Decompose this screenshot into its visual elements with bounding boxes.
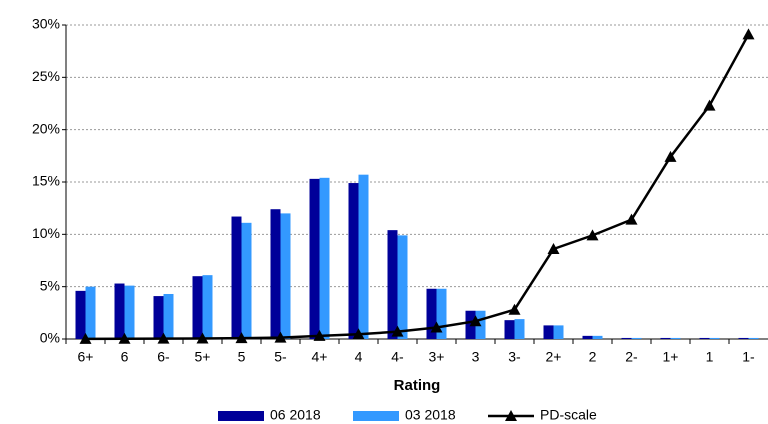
x-tick-label: 3- <box>508 349 521 365</box>
bar <box>124 285 135 339</box>
bar <box>543 325 554 339</box>
x-tick-label: 5+ <box>195 349 211 365</box>
bar <box>621 337 632 339</box>
marker <box>313 329 326 341</box>
bar <box>192 276 203 339</box>
x-tick-label: 4- <box>391 349 404 365</box>
legend-label: PD-scale <box>540 407 597 423</box>
legend-label: 06 2018 <box>270 407 321 423</box>
bar <box>202 275 213 339</box>
x-tick-label: 2- <box>625 349 638 365</box>
marker <box>274 331 287 343</box>
x-tick-label: 4 <box>355 349 363 365</box>
bar <box>153 296 164 339</box>
x-axis-label: Rating <box>394 377 441 394</box>
bar <box>709 337 720 339</box>
bar <box>280 213 291 339</box>
x-tick-label: 1+ <box>663 349 679 365</box>
x-tick-label: 5 <box>238 349 246 365</box>
bar <box>270 209 281 339</box>
legend-swatch <box>353 411 399 421</box>
marker <box>352 328 365 340</box>
bar <box>387 230 398 339</box>
y-tick-label: 20% <box>32 120 60 136</box>
bar <box>163 293 174 339</box>
marker <box>664 150 677 162</box>
y-tick-label: 25% <box>32 68 60 84</box>
bar <box>397 235 408 339</box>
y-tick-label: 15% <box>32 173 60 189</box>
bar <box>114 283 125 339</box>
bar <box>699 337 710 339</box>
marker <box>196 332 209 344</box>
marker <box>391 325 404 337</box>
bar <box>748 337 759 339</box>
bar <box>670 337 681 339</box>
legend-label: 03 2018 <box>405 407 456 423</box>
marker <box>235 332 248 344</box>
bar <box>738 337 749 339</box>
marker <box>742 28 755 40</box>
x-tick-label: 2 <box>589 349 597 365</box>
y-tick-label: 30% <box>32 16 60 32</box>
marker <box>430 321 443 333</box>
x-tick-label: 6 <box>121 349 129 365</box>
bar <box>514 319 525 339</box>
bar <box>75 290 86 339</box>
marker <box>79 332 92 344</box>
marker <box>469 315 482 327</box>
marker <box>586 229 599 241</box>
marker <box>703 99 716 111</box>
bar <box>553 325 564 339</box>
marker <box>157 332 170 344</box>
x-tick-label: 4+ <box>312 349 328 365</box>
x-tick-label: 1- <box>742 349 755 365</box>
legend-marker <box>505 410 517 421</box>
x-tick-label: 1 <box>706 349 714 365</box>
bar <box>660 337 671 339</box>
x-tick-label: 3 <box>472 349 480 365</box>
bar <box>358 174 369 339</box>
x-tick-label: 3+ <box>429 349 445 365</box>
bar <box>348 183 359 339</box>
bar <box>241 222 252 339</box>
marker <box>547 242 560 254</box>
marker <box>625 213 638 225</box>
line <box>85 33 750 341</box>
bar <box>426 288 437 339</box>
bar <box>436 288 447 339</box>
y-tick-label: 10% <box>32 225 60 241</box>
bar <box>592 335 603 339</box>
y-tick-label: 0% <box>40 330 60 346</box>
legend-swatch <box>218 411 264 421</box>
y-tick-label: 5% <box>40 277 60 293</box>
x-tick-label: 6+ <box>78 349 94 365</box>
x-tick-label: 6- <box>157 349 170 365</box>
bar <box>85 286 96 339</box>
marker <box>118 332 131 344</box>
marker <box>508 303 521 315</box>
bar <box>582 335 593 339</box>
bar <box>231 216 242 339</box>
bar <box>631 337 642 339</box>
x-tick-label: 2+ <box>546 349 562 365</box>
x-tick-label: 5- <box>274 349 287 365</box>
bar <box>309 178 320 339</box>
bar <box>504 320 515 339</box>
bar <box>319 177 330 339</box>
